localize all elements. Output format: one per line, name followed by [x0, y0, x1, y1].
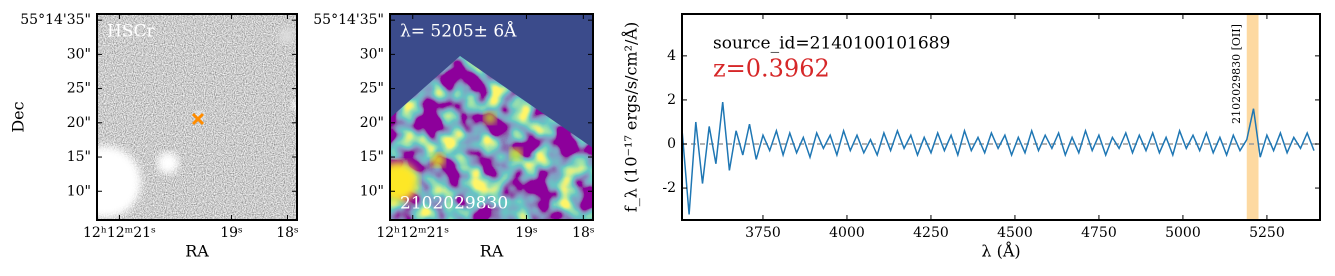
y-tick-label: 0: [667, 136, 676, 152]
y-tick-label: 30": [67, 46, 91, 62]
x-tick-label: 12ʰ12ᵐ21ˢ: [376, 225, 449, 241]
hsc-image: [97, 14, 297, 220]
axes-frame: [681, 13, 1321, 221]
axes-frame: [389, 13, 594, 221]
x-tick-label: 4750: [1081, 225, 1117, 241]
panel: λ= 5205± 6Å 2102029830 12ʰ12ᵐ21ˢ 19ˢ 18ˢ 55°1…: [313, 12, 595, 260]
y-tick-label: -2: [662, 180, 676, 196]
y-tick-label: 30": [360, 46, 384, 62]
x-tick-label: 4500: [997, 225, 1033, 241]
y-axis-label: f_λ (10⁻¹⁷ ergs/s/cm²/Å): [621, 22, 641, 212]
x-tick-label: 19ˢ: [220, 225, 243, 241]
y-tick-label: 25": [360, 81, 384, 97]
x-tick-label: 18ˢ: [276, 225, 299, 241]
annotation: z=0.3962: [713, 55, 830, 83]
x-axis-label: RA: [480, 242, 504, 261]
panel-title: HSCr: [107, 22, 155, 42]
narrowband-image: [390, 14, 593, 220]
x-tick-label: 3750: [745, 225, 781, 241]
spectrum-line: [682, 102, 1315, 215]
y-tick-label: 15": [67, 149, 91, 165]
x-tick-label: 5000: [1165, 225, 1201, 241]
annotation: source_id=2140100101689: [713, 34, 950, 54]
panel: 2102029830 [OII] source_id=2140100101689z…: [621, 13, 1321, 261]
y-tick-label: 25": [67, 81, 91, 97]
x-tick-label: 19ˢ: [515, 225, 538, 241]
y-tick-label: 2: [667, 92, 676, 108]
x-axis-label: λ (Å): [981, 241, 1020, 261]
y-tick-label: 20": [360, 115, 384, 131]
panel-annotation: 2102029830: [400, 194, 508, 214]
y-tick-label: 55°14'35": [313, 12, 384, 28]
x-tick-label: 4250: [913, 225, 949, 241]
line-label: 2102029830 [OII]: [1230, 24, 1243, 124]
y-tick-label: 55°14'35": [20, 12, 91, 28]
y-tick-label: 10": [360, 183, 384, 199]
x-tick-label: 4000: [829, 225, 865, 241]
y-tick-label: 10": [67, 183, 91, 199]
x-tick-label: 5250: [1249, 225, 1285, 241]
plot-area: [682, 14, 1320, 220]
line-highlight: [1246, 14, 1259, 220]
y-tick-label: 15": [360, 149, 384, 165]
y-tick-label: 4: [667, 48, 676, 64]
axes-frame: [96, 13, 298, 221]
x-tick-label: 18ˢ: [572, 225, 595, 241]
panel-title: λ= 5205± 6Å: [400, 21, 517, 42]
x-axis-label: RA: [185, 242, 209, 261]
x-tick-label: 12ʰ12ᵐ21ˢ: [83, 225, 156, 241]
panel: HSCr 12ʰ12ᵐ21ˢ 19ˢ 18ˢ 55°14'35" 30" 25" 20" 15"…: [9, 12, 300, 260]
y-tick-label: 20": [67, 115, 91, 131]
y-axis-label: Dec: [9, 101, 28, 132]
